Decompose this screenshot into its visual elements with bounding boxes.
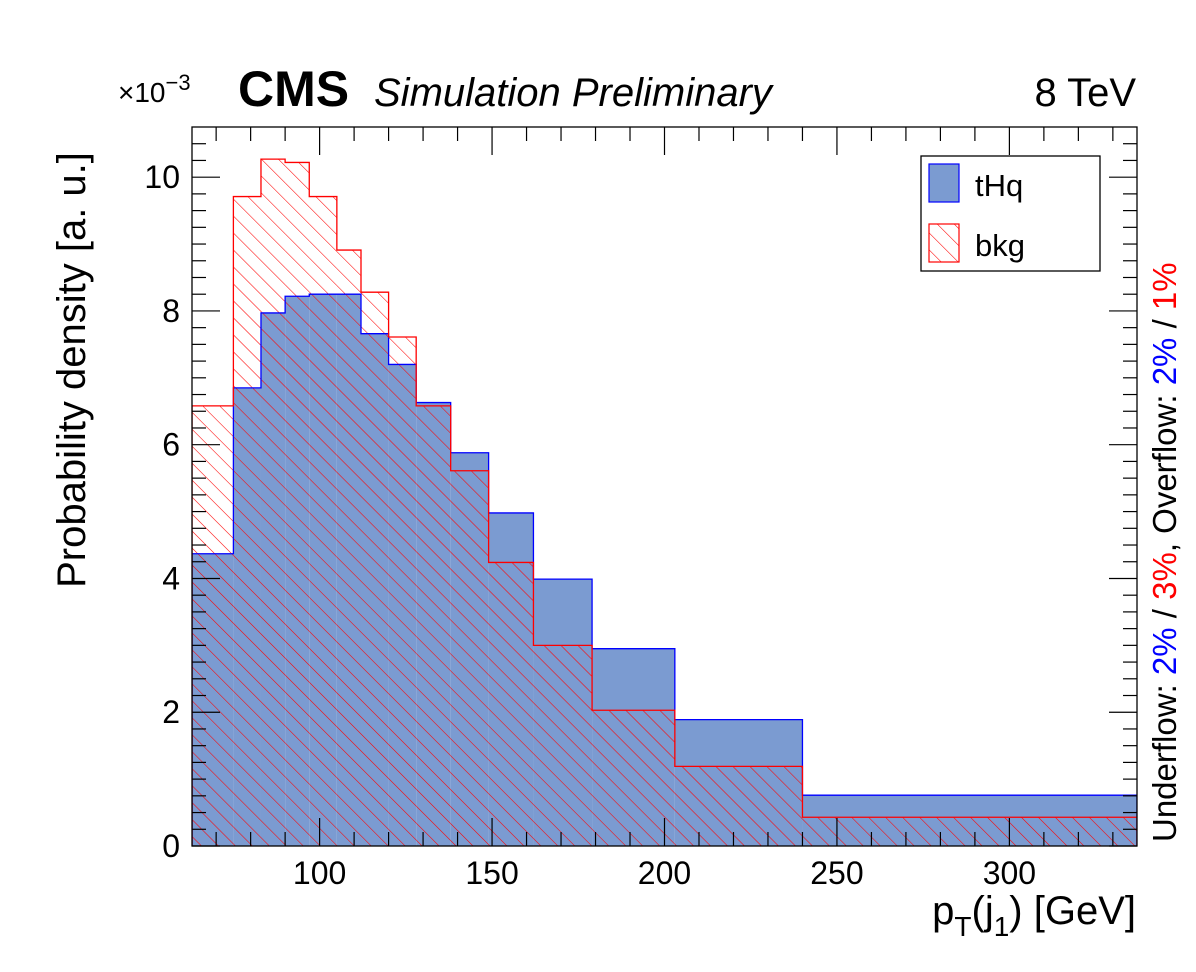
y-tick-label-10: 10 [144, 159, 180, 195]
y-tick-label-6: 6 [162, 427, 180, 463]
legend: tHq bkg [920, 155, 1101, 272]
x-tick-label-200: 200 [638, 855, 691, 891]
scale-prefix: ×10−3 [118, 70, 191, 108]
legend-swatch-thq [928, 163, 960, 203]
bkg-bin-7 [388, 337, 417, 846]
legend-label-thq: tHq [975, 168, 1023, 203]
x-axis: 100 150 200 250 300 [215, 127, 1114, 891]
plot-area [192, 158, 1137, 846]
bkg-bin-13 [674, 766, 803, 846]
series-bkg-outline [192, 158, 1137, 846]
y-tick-label-4: 4 [162, 560, 180, 596]
y-tick-label-2: 2 [162, 694, 180, 730]
bkg-bin-6 [360, 292, 389, 846]
energy-label: 8 TeV [1034, 71, 1136, 115]
bkg-bin-2 [260, 159, 286, 846]
x-tick-label-250: 250 [810, 855, 863, 891]
legend-swatch-bkg [928, 223, 960, 263]
legend-label-bkg: bkg [975, 228, 1025, 263]
x-tick-label-100: 100 [293, 855, 346, 891]
y-axis-label: Probability density [a. u.] [50, 152, 94, 588]
bkg-bin-12 [592, 710, 675, 846]
bkg-bin-8 [416, 405, 451, 846]
y-tick-label-8: 8 [162, 293, 180, 329]
bkg-bin-1 [233, 196, 261, 846]
bkg-bin-3 [285, 162, 310, 846]
y-tick-label-0: 0 [162, 828, 180, 864]
y-axis: 0 2 4 6 8 10 [144, 143, 1137, 864]
bkg-bin-4 [309, 196, 337, 846]
bkg-bin-0 [192, 405, 234, 846]
bkg-bin-5 [336, 250, 361, 846]
bkg-bin-10 [488, 562, 534, 846]
bkg-bin-11 [533, 645, 593, 846]
underflow-overflow-note: Underflow: 2% / 3%, Overflow: 2% / 1% [1146, 262, 1183, 842]
x-axis-label: pT(j1) [GeV] [932, 889, 1136, 942]
series-bkg [192, 159, 1137, 846]
x-tick-label-150: 150 [465, 855, 518, 891]
x-tick-label-300: 300 [983, 855, 1036, 891]
simulation-label: Simulation Preliminary [374, 71, 775, 115]
bkg-bin-14 [802, 817, 1137, 846]
cms-label: CMS [238, 61, 349, 117]
bkg-bin-9 [450, 470, 489, 846]
